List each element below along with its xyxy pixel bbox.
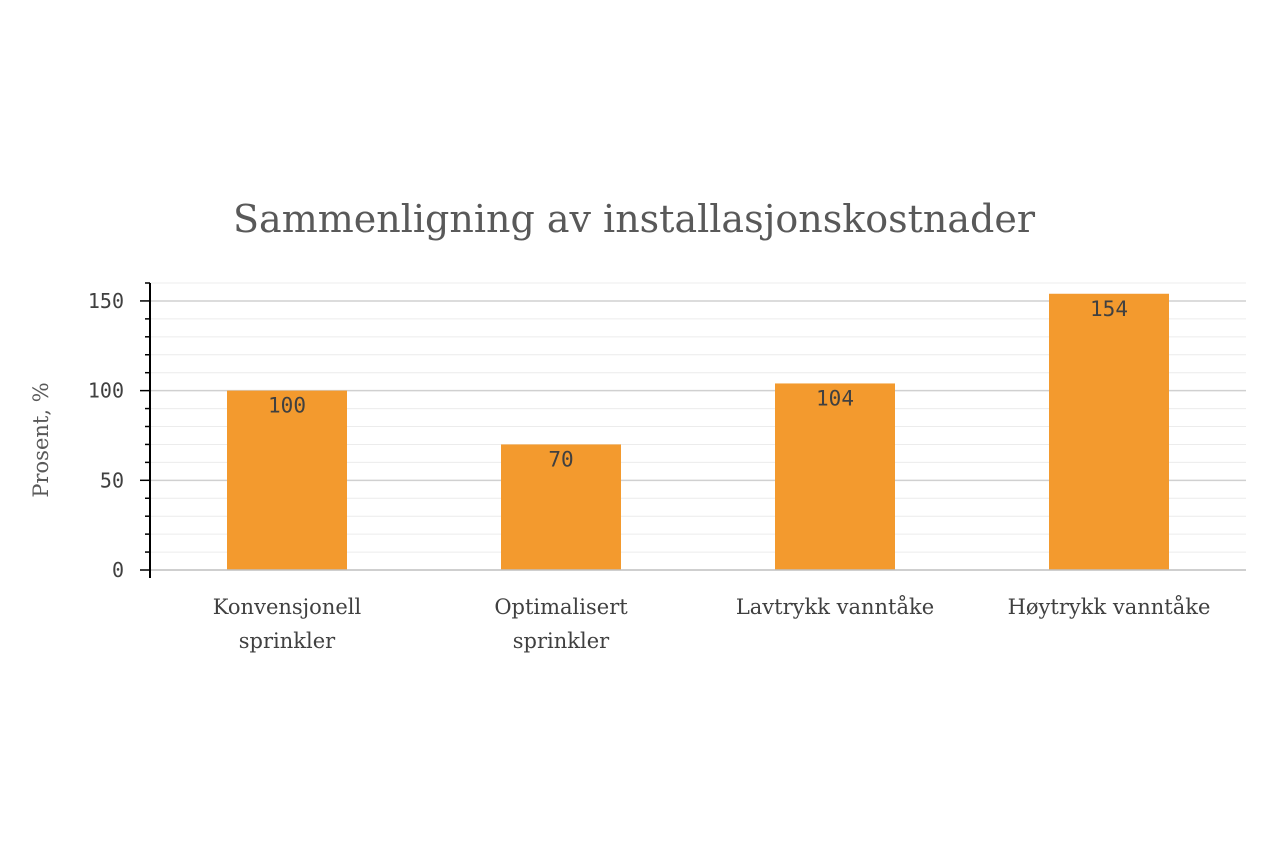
bar (501, 444, 621, 570)
data-labels: 100 70 104 154 (268, 297, 1128, 472)
y-axis-label: Prosent, % (29, 382, 53, 497)
x-category-label: Høytrykk vanntåke (1008, 595, 1211, 619)
y-tick-label: 50 (100, 468, 124, 492)
data-label: 100 (268, 394, 306, 418)
data-label: 154 (1090, 297, 1128, 321)
y-tick-label: 100 (88, 379, 124, 403)
x-category-label: Optimalisert sprinkler (494, 595, 628, 653)
bar (227, 390, 347, 570)
y-tick-label: 150 (88, 289, 124, 313)
data-label: 104 (816, 386, 854, 410)
bar (1049, 293, 1169, 570)
bar (775, 383, 895, 570)
data-label: 70 (548, 447, 573, 471)
y-tick-label: 0 (112, 558, 124, 582)
chart-title: Sammenligning av installasjonskostnader (233, 197, 1036, 241)
x-category-label: Konvensjonell sprinkler (213, 595, 362, 653)
y-axis (140, 282, 1246, 578)
x-category-labels: Konvensjonell sprinkler Optimalisert sprink… (213, 595, 1211, 653)
bars (227, 293, 1169, 570)
y-tick-labels: 0 50 100 150 (88, 289, 124, 582)
x-category-label: Lavtrykk vanntåke (736, 595, 934, 619)
